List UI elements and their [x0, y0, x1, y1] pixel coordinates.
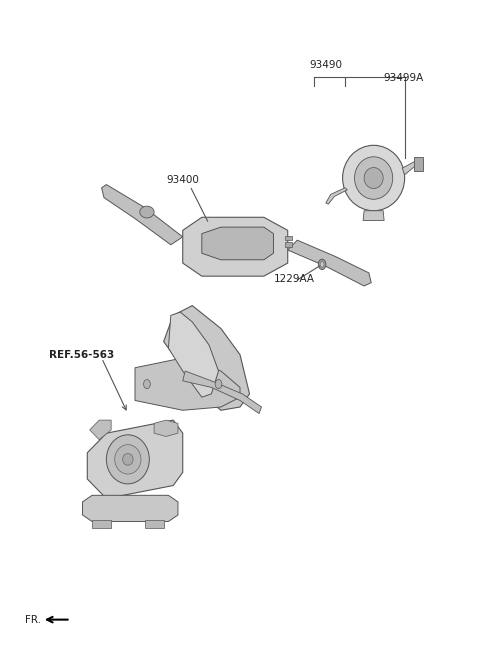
- Polygon shape: [83, 495, 178, 522]
- Bar: [285, 242, 292, 247]
- Ellipse shape: [115, 445, 141, 474]
- Polygon shape: [87, 420, 183, 499]
- Polygon shape: [135, 358, 240, 410]
- Circle shape: [320, 261, 324, 267]
- Bar: [144, 520, 164, 528]
- Circle shape: [318, 259, 326, 269]
- Ellipse shape: [355, 157, 393, 199]
- Polygon shape: [402, 162, 417, 175]
- Polygon shape: [202, 227, 274, 260]
- Bar: [285, 236, 292, 240]
- Circle shape: [215, 380, 222, 389]
- Polygon shape: [326, 188, 348, 204]
- Text: FR.: FR.: [25, 615, 41, 625]
- Ellipse shape: [107, 435, 149, 484]
- Polygon shape: [168, 312, 218, 397]
- Ellipse shape: [122, 453, 133, 465]
- Bar: [414, 157, 423, 171]
- Ellipse shape: [364, 168, 383, 189]
- Polygon shape: [164, 306, 250, 410]
- Circle shape: [144, 380, 150, 389]
- Ellipse shape: [140, 206, 154, 218]
- Text: 93400: 93400: [166, 175, 199, 185]
- Text: 93490: 93490: [310, 60, 342, 70]
- Polygon shape: [102, 185, 183, 245]
- Text: 1229AA: 1229AA: [274, 275, 314, 284]
- Bar: [92, 520, 111, 528]
- Polygon shape: [90, 420, 111, 440]
- Polygon shape: [288, 240, 371, 286]
- Text: 93499A: 93499A: [383, 73, 423, 83]
- Polygon shape: [363, 211, 384, 221]
- Polygon shape: [154, 420, 178, 436]
- Polygon shape: [183, 371, 262, 413]
- Ellipse shape: [343, 145, 405, 211]
- Text: REF.56-563: REF.56-563: [49, 350, 114, 359]
- Polygon shape: [183, 217, 288, 276]
